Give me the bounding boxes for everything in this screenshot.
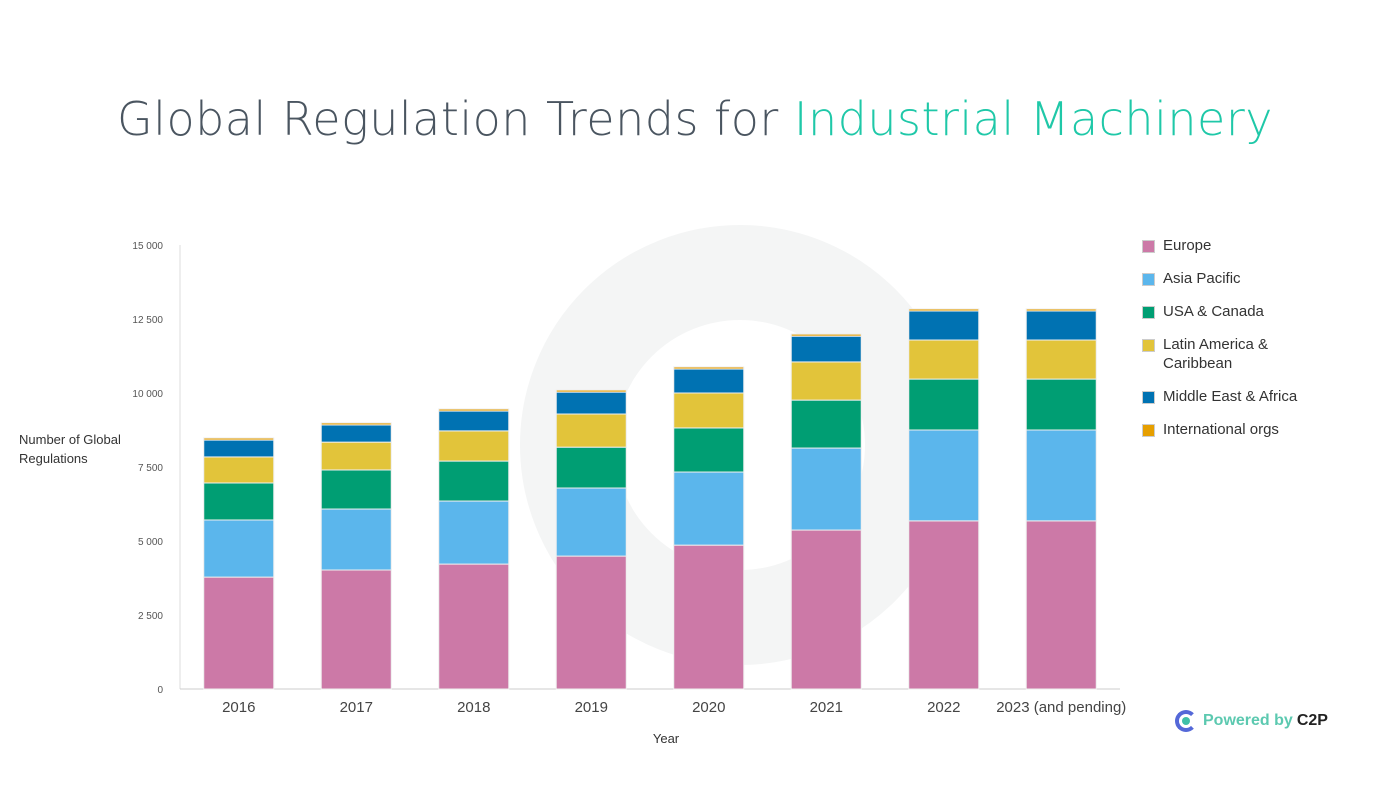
bar-segment-middle-east-africa [438,410,510,432]
y-tick-label: 12 500 [132,315,163,326]
y-tick-label: 7 500 [138,463,163,474]
bar-segment-europe [908,520,980,690]
brand-text: C2P [1296,712,1328,729]
legend-label: Europe [1163,237,1212,254]
bar-segment-asia-pacific [1025,429,1097,522]
x-axis-label: Year [653,731,680,746]
page-title: Global Regulation Trends for Industrial … [0,92,1390,146]
bar-segment-asia-pacific [908,429,980,522]
legend-swatch [1142,240,1155,253]
bar-segment-international-orgs [790,333,862,337]
powered-by-c2p[interactable]: Powered by C2P [1175,710,1328,732]
bar-segment-asia-pacific [438,500,510,565]
x-tick-label: 2016 [222,699,255,716]
bar-segment-europe [673,544,745,690]
bar-segment-europe [320,569,392,690]
bar-segment-europe [438,563,510,690]
bar-segment-international-orgs [320,422,392,426]
legend-item[interactable]: International orgs [1142,420,1313,453]
legend-item[interactable]: Europe [1142,236,1313,269]
bar-segment-asia-pacific [790,447,862,531]
title-main: Global Regulation Trends for [117,92,794,146]
bar-segment-asia-pacific [555,487,627,557]
legend-swatch [1142,273,1155,286]
legend-swatch [1142,339,1155,352]
c2p-logo-icon [1175,710,1197,732]
bar-segment-international-orgs [438,408,510,412]
bar-segment-international-orgs [203,437,275,441]
legend-label: Middle East & Africa [1163,388,1298,405]
bar-segment-middle-east-africa [908,310,980,341]
bar-segment-europe [790,529,862,690]
bar-segment-middle-east-africa [203,439,275,458]
bar-segment-latin-america-caribbean [673,392,745,429]
bar-segment-international-orgs [908,308,980,312]
bar-segment-latin-america-caribbean [203,456,275,484]
bar-segment-latin-america-caribbean [790,361,862,401]
legend: Europe Asia Pacific USA & Canada Latin Amer… [1142,236,1313,453]
bar-segment-middle-east-africa [320,424,392,443]
bar-segment-usa-canada [673,427,745,473]
bar-segment-europe [203,576,275,690]
y-axis-label: Number of Global Regulations [19,432,121,466]
y-tick-label: 0 [157,685,163,696]
bar-segment-usa-canada [555,446,627,489]
legend-swatch [1142,391,1155,404]
bar-segment-asia-pacific [673,471,745,546]
bar-segment-usa-canada [203,482,275,521]
bar-segment-latin-america-caribbean [555,413,627,448]
x-tick-label: 2019 [575,699,608,716]
bar-segment-international-orgs [673,366,745,370]
powered-text: Powered by [1203,712,1293,729]
legend-item[interactable]: Middle East & Africa [1142,387,1313,420]
legend-label: USA & Canada [1163,303,1264,320]
bar-segment-latin-america-caribbean [438,430,510,462]
legend-item[interactable]: USA & Canada [1142,302,1313,335]
bar-segment-middle-east-africa [1025,310,1097,341]
legend-label: International orgs [1163,421,1279,438]
bar-segment-latin-america-caribbean [1025,339,1097,380]
legend-swatch [1142,424,1155,437]
y-tick-label: 15 000 [132,241,163,252]
bar-segment-usa-canada [320,469,392,510]
bar-segment-middle-east-africa [555,391,627,415]
title-accent: Industrial Machinery [793,92,1273,146]
bar-segment-usa-canada [908,378,980,431]
bar-segment-middle-east-africa [790,335,862,363]
legend-item[interactable]: Asia Pacific [1142,269,1313,302]
bar-segment-usa-canada [790,399,862,449]
legend-label: Asia Pacific [1163,270,1241,287]
x-tick-label: 2023 (and pending) [996,699,1126,716]
x-tick-label: 2021 [810,699,843,716]
bar-segment-international-orgs [555,389,627,393]
bar-segment-usa-canada [1025,378,1097,431]
y-tick-label: 10 000 [132,389,163,400]
bar-segment-asia-pacific [203,519,275,578]
bar-segment-asia-pacific [320,508,392,571]
bar-segment-middle-east-africa [673,368,745,394]
bar-segment-usa-canada [438,460,510,502]
x-tick-label: 2018 [457,699,490,716]
bar-segment-international-orgs [1025,308,1097,312]
legend-item[interactable]: Latin America & Caribbean [1142,335,1313,387]
y-tick-label: 2 500 [138,611,163,622]
bar-segment-latin-america-caribbean [908,339,980,380]
x-tick-label: 2020 [692,699,725,716]
bar-segment-europe [1025,520,1097,690]
bar-segment-latin-america-caribbean [320,441,392,471]
y-tick-label: 5 000 [138,537,163,548]
x-tick-label: 2022 [927,699,960,716]
bar-segment-europe [555,555,627,690]
x-tick-label: 2017 [340,699,373,716]
legend-swatch [1142,306,1155,319]
legend-label: Latin America & Caribbean [1163,336,1269,372]
